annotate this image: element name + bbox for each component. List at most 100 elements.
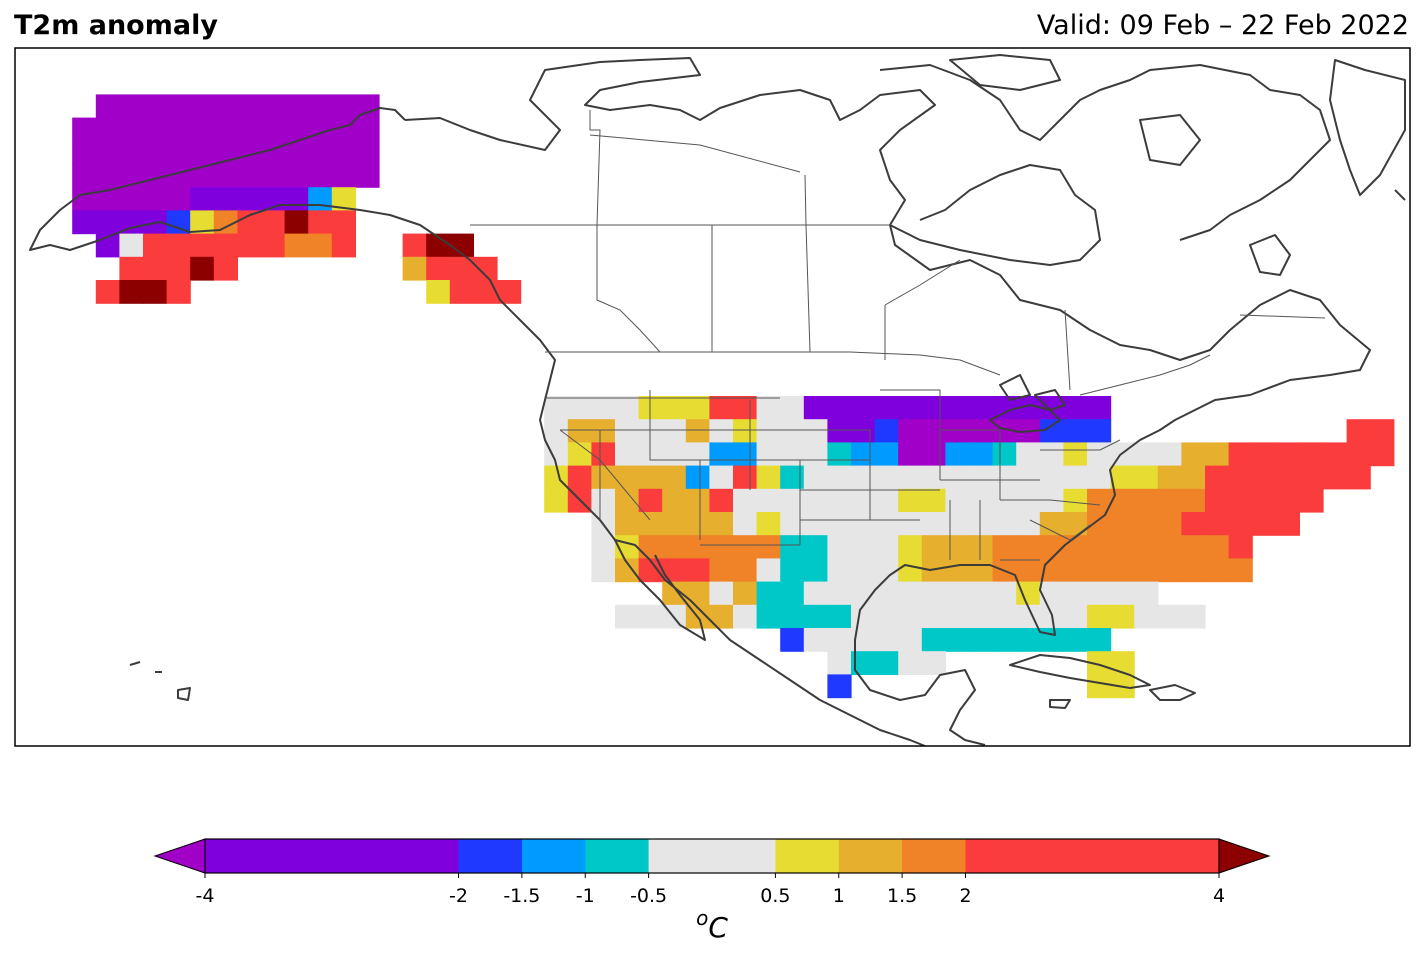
anomaly-cell: [756, 396, 781, 420]
anomaly-cell: [119, 233, 144, 258]
anomaly-cell: [143, 233, 168, 258]
anomaly-cell: [874, 442, 899, 467]
anomaly-cell: [1134, 581, 1159, 606]
anomaly-cell: [119, 117, 144, 142]
anomaly-cell: [1110, 604, 1135, 629]
anomaly-cell: [969, 419, 994, 443]
anomaly-cell: [756, 604, 781, 629]
anomaly-cell: [733, 419, 758, 443]
anomaly-cell: [803, 488, 828, 513]
anomaly-cell: [1016, 488, 1041, 513]
anomaly-cell: [827, 604, 852, 629]
anomaly-cell: [898, 442, 923, 467]
anomaly-cell: [331, 164, 356, 188]
anomaly-cell: [72, 210, 97, 235]
anomaly-cell: [1157, 512, 1182, 536]
anomaly-cell: [1323, 442, 1348, 467]
anomaly-cell: [166, 210, 191, 235]
anomaly-cell: [261, 233, 286, 258]
anomaly-cell: [874, 465, 899, 490]
anomaly-cell: [969, 535, 994, 559]
anomaly-cell: [1205, 442, 1230, 467]
anomaly-cell: [638, 488, 663, 513]
anomaly-cell: [874, 651, 899, 675]
anomaly-cell: [237, 117, 262, 142]
anomaly-cell: [969, 604, 994, 629]
anomaly-cell: [261, 210, 286, 235]
coastlines: [29, 54, 1406, 746]
anomaly-cell: [992, 488, 1017, 513]
anomaly-cell: [780, 419, 805, 443]
anomaly-cell: [709, 558, 734, 583]
anomaly-cell: [1087, 396, 1112, 420]
anomaly-cell: [143, 94, 168, 119]
colorbar-tick-label: 2: [959, 885, 971, 907]
anomaly-cell: [1110, 558, 1135, 583]
anomaly-cell: [709, 396, 734, 420]
anomaly-cell: [615, 488, 640, 513]
anomaly-cell: [827, 558, 852, 583]
anomaly-cell: [213, 256, 238, 281]
anomaly-cell: [921, 628, 946, 652]
anomaly-cell: [143, 117, 168, 142]
anomaly-cell: [119, 140, 144, 165]
anomaly-cell: [143, 164, 168, 188]
anomaly-cell: [615, 396, 640, 420]
anomaly-cell: [119, 280, 144, 304]
anomaly-cell: [615, 558, 640, 583]
anomaly-cell: [213, 187, 238, 211]
anomaly-cell: [1275, 442, 1300, 467]
anomaly-cell: [803, 396, 828, 420]
anomaly-cell: [638, 604, 663, 629]
anomaly-cell: [1205, 512, 1230, 536]
anomaly-cell: [591, 558, 616, 583]
anomaly-cell: [567, 465, 592, 490]
anomaly-cell: [969, 488, 994, 513]
anomaly-cell: [945, 396, 970, 420]
anomaly-cell: [237, 94, 262, 119]
anomaly-cell: [1181, 535, 1206, 559]
anomaly-cell: [615, 442, 640, 467]
anomaly-cell: [1370, 419, 1395, 443]
anomaly-cell: [733, 465, 758, 490]
anomaly-cell: [851, 419, 876, 443]
anomaly-cell: [874, 396, 899, 420]
colorbar-tick-label: -4: [196, 885, 215, 907]
anomaly-cell: [1087, 604, 1112, 629]
anomaly-cell: [190, 117, 215, 142]
anomaly-cell: [1181, 604, 1206, 629]
anomaly-cell: [827, 581, 852, 606]
anomaly-cell: [945, 581, 970, 606]
anomaly-cell: [945, 628, 970, 652]
anomaly-cell: [284, 140, 309, 165]
anomaly-cell: [426, 256, 451, 281]
anomaly-cell: [1181, 512, 1206, 536]
anomaly-cell: [1252, 442, 1277, 467]
anomaly-cell: [190, 187, 215, 211]
anomaly-cell: [1087, 674, 1112, 699]
anomaly-cell: [874, 488, 899, 513]
anomaly-cell: [1016, 465, 1041, 490]
anomaly-cell: [1016, 396, 1041, 420]
anomaly-cell: [284, 117, 309, 142]
anomaly-cell: [1063, 419, 1088, 443]
anomaly-cell: [1063, 628, 1088, 652]
anomaly-cell: [1134, 488, 1159, 513]
anomaly-cell: [1275, 512, 1300, 536]
colorbar-cell: [458, 839, 523, 873]
anomaly-cell: [449, 256, 474, 281]
anomaly-cell: [355, 164, 380, 188]
anomaly-cell: [1016, 581, 1041, 606]
colorbar-tick-label: 0.5: [760, 885, 790, 907]
anomaly-cell: [992, 442, 1017, 467]
colorbar-outline: [204, 838, 1220, 874]
anomaly-cell: [1087, 558, 1112, 583]
anomaly-cell: [733, 512, 758, 536]
anomaly-cell: [1181, 558, 1206, 583]
anomaly-cell: [685, 558, 710, 583]
anomaly-cell: [308, 94, 333, 119]
anomaly-cell: [827, 535, 852, 559]
anomaly-cell: [213, 94, 238, 119]
anomaly-cell: [284, 164, 309, 188]
anomaly-cell: [426, 233, 451, 258]
